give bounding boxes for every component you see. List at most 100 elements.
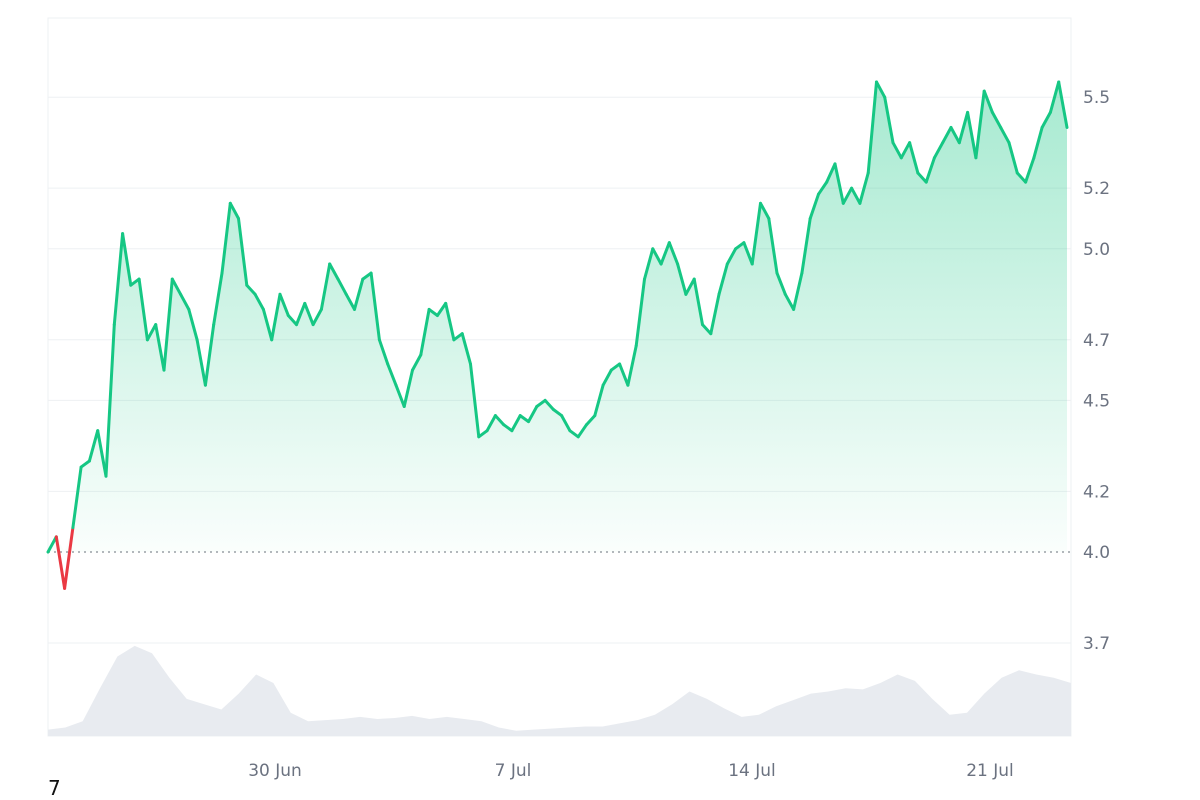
y-tick-label: 5.2 — [1083, 179, 1110, 199]
price-segment — [858, 171, 870, 205]
price-segment — [576, 423, 588, 439]
price-segment — [154, 323, 166, 372]
price-segment — [54, 535, 67, 590]
price-segment — [725, 247, 738, 266]
price-segment — [493, 414, 506, 427]
price-segment — [286, 314, 298, 327]
price-segment — [643, 247, 655, 281]
price-segment — [999, 126, 1011, 145]
price-segment — [1032, 126, 1044, 160]
y-tick-label: 4.7 — [1083, 331, 1110, 351]
price-segment — [63, 526, 75, 590]
price-segment — [734, 241, 746, 251]
price-segment — [883, 95, 895, 145]
volume-area — [48, 645, 1071, 736]
price-segment — [427, 307, 439, 317]
price-segment — [850, 186, 862, 205]
price-segment — [369, 271, 381, 342]
price-segment — [510, 414, 522, 433]
price-segment — [527, 405, 539, 424]
price-segment — [808, 192, 820, 220]
price-segment — [535, 398, 547, 408]
price-segment — [916, 171, 928, 184]
price-segment — [833, 162, 845, 205]
price-segment — [701, 323, 713, 336]
price-segment — [344, 292, 356, 311]
price-segment — [319, 262, 332, 311]
price-segment — [460, 332, 472, 366]
price-segment — [311, 307, 323, 327]
price-segment — [593, 383, 605, 418]
price-segment — [477, 429, 489, 439]
price-segment — [402, 368, 414, 408]
price-segment — [145, 323, 158, 342]
price-segment — [899, 141, 912, 160]
price-segment — [112, 232, 125, 327]
price-segment — [651, 247, 663, 266]
price-segment — [444, 301, 456, 342]
x-tick-label: 30 Jun — [248, 761, 302, 781]
price-segment — [71, 465, 83, 530]
y-tick-label: 4.2 — [1083, 482, 1110, 502]
price-segment — [941, 126, 953, 145]
price-segment — [932, 141, 945, 160]
price-segment — [1015, 171, 1028, 184]
price-segment — [626, 344, 638, 387]
price-segment — [717, 262, 729, 296]
price-segment — [270, 292, 282, 342]
price-segment — [46, 535, 58, 554]
price-segment — [866, 80, 878, 175]
price-segment — [228, 201, 240, 220]
price-segment — [187, 307, 199, 342]
price-segment — [469, 362, 481, 439]
price-segment — [121, 232, 133, 287]
price-segment — [601, 368, 613, 387]
price-segment — [162, 277, 174, 372]
price-line — [46, 80, 1069, 590]
volume-shape — [48, 645, 1071, 736]
price-segment — [792, 271, 804, 311]
price-segment — [982, 89, 994, 114]
price-segment — [966, 110, 978, 160]
corner-label: 7 — [48, 776, 61, 800]
price-segment — [96, 429, 108, 478]
price-segment — [875, 80, 887, 99]
price-segment — [609, 362, 622, 372]
price-segment — [245, 283, 257, 296]
price-segment — [667, 241, 680, 266]
price-segment — [750, 201, 762, 266]
price-segment — [195, 338, 207, 387]
price-segment — [220, 201, 232, 275]
price-segment — [891, 141, 903, 160]
price-segment — [137, 277, 149, 342]
price-segment — [560, 414, 572, 433]
price-segment — [783, 292, 796, 311]
price-segment — [212, 271, 224, 327]
price-segment — [435, 301, 448, 317]
price-segment — [974, 89, 986, 160]
price-segment — [800, 217, 812, 275]
price-segment — [676, 262, 688, 296]
price-segment — [129, 277, 141, 287]
price-segment — [1057, 80, 1069, 129]
price-segment — [775, 271, 787, 296]
price-segment — [419, 307, 431, 357]
area-shape — [48, 82, 1067, 552]
price-segment — [543, 398, 555, 411]
y-tick-label: 4.5 — [1083, 391, 1110, 411]
y-tick-label: 4.0 — [1083, 543, 1110, 563]
price-segment — [170, 277, 183, 296]
y-tick-label: 5.5 — [1083, 88, 1110, 108]
price-segment — [79, 459, 91, 469]
price-segment — [502, 423, 514, 433]
price-segment — [386, 362, 398, 387]
price-segment — [817, 180, 829, 196]
price-segment — [634, 277, 646, 348]
price-segment — [618, 362, 630, 387]
price-segment — [990, 110, 1003, 129]
price-segment — [742, 241, 754, 266]
price-segment — [179, 292, 191, 311]
price-segment — [585, 414, 597, 427]
price-segment — [692, 277, 704, 327]
